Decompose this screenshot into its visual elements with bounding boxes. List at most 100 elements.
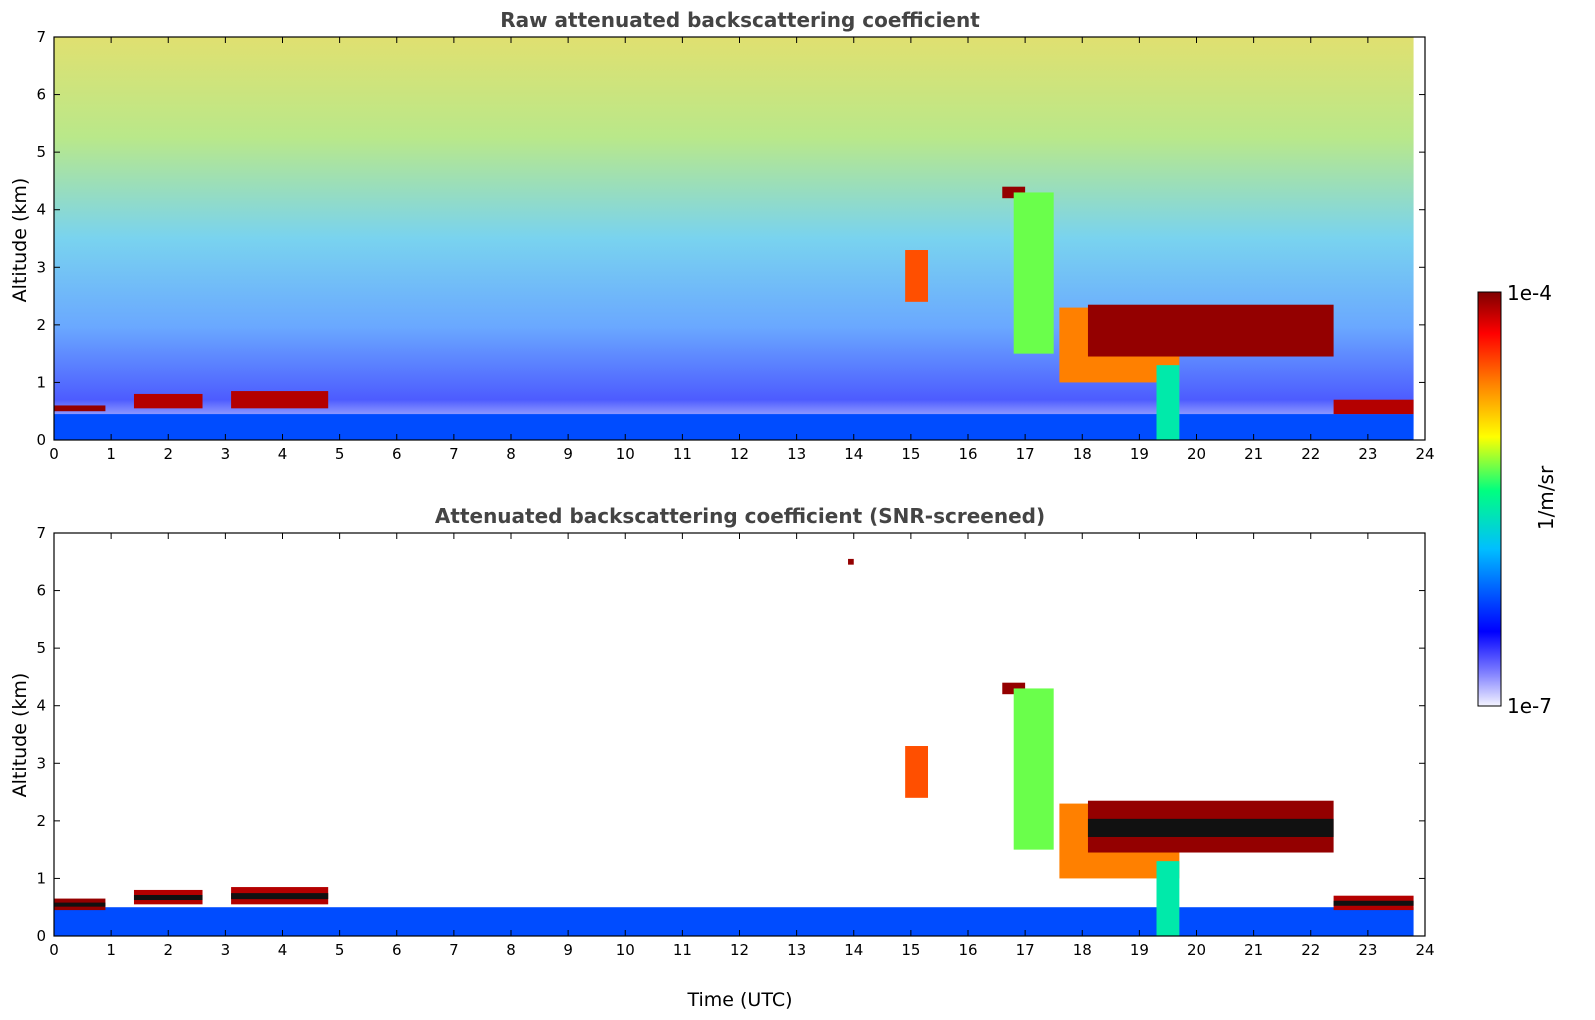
screened-ytick-label: 1 bbox=[36, 869, 46, 887]
raw-xtick-label: 18 bbox=[1073, 445, 1092, 463]
screened-feature-layer-core bbox=[231, 893, 329, 900]
screened-feature-layer-core bbox=[133, 894, 203, 901]
screened-xtick-label: 23 bbox=[1358, 941, 1377, 959]
raw-xtick-label: 15 bbox=[901, 445, 920, 463]
screened-feature-cloud bbox=[848, 558, 854, 565]
raw-feature-layer bbox=[231, 391, 329, 409]
raw-xtick-label: 23 bbox=[1358, 445, 1377, 463]
screened-feature-cloud bbox=[905, 746, 929, 798]
panel-raw: Raw attenuated backscattering coefficien… bbox=[9, 8, 1435, 463]
raw-xtick-label: 3 bbox=[221, 445, 231, 463]
panel-raw-axes: 0 1 2 3 4 5 6 7 8 9 10 11 12 13 14 15 16 17 18 19 20 21 22 23 24… bbox=[36, 28, 1434, 463]
raw-xtick-label: 11 bbox=[673, 445, 692, 463]
screened-feature-layer-core bbox=[1087, 818, 1334, 837]
colorbar-min-label: 1e-7 bbox=[1507, 694, 1552, 718]
panel-screened: Attenuated backscattering coefficient (S… bbox=[9, 504, 1435, 1011]
panel-screened-title: Attenuated backscattering coefficient (S… bbox=[435, 504, 1045, 528]
raw-xtick-label: 9 bbox=[563, 445, 573, 463]
screened-ytick-label: 6 bbox=[36, 582, 46, 600]
raw-xtick-label: 16 bbox=[958, 445, 977, 463]
screened-ytick-label: 0 bbox=[36, 927, 46, 945]
screened-xtick-label: 2 bbox=[163, 941, 173, 959]
colorbar-gradient bbox=[1477, 291, 1502, 707]
raw-xtick-label: 7 bbox=[449, 445, 459, 463]
screened-xtick-label: 5 bbox=[335, 941, 345, 959]
panel-screened-plot-area bbox=[54, 558, 1414, 936]
screened-xtick-label: 14 bbox=[844, 941, 863, 959]
colorbar-max-label: 1e-4 bbox=[1507, 281, 1552, 305]
panel-raw-title: Raw attenuated backscattering coefficien… bbox=[500, 8, 980, 32]
raw-xtick-label: 4 bbox=[278, 445, 288, 463]
raw-feature-surface_layer bbox=[54, 414, 1414, 440]
raw-feature-layer bbox=[133, 393, 203, 409]
screened-ytick-label: 3 bbox=[36, 754, 46, 772]
screened-axes-frame bbox=[53, 532, 1426, 937]
screened-xtick-label: 10 bbox=[616, 941, 635, 959]
colorbar-unit-label: 1/m/sr bbox=[1534, 465, 1558, 530]
panel-raw-plot-area bbox=[54, 37, 1414, 440]
screened-xtick-label: 12 bbox=[730, 941, 749, 959]
screened-xtick-label: 6 bbox=[392, 941, 402, 959]
raw-feature-precip bbox=[1156, 365, 1180, 440]
raw-xtick-label: 13 bbox=[787, 445, 806, 463]
raw-xtick-label: 21 bbox=[1244, 445, 1263, 463]
screened-feature-surface_layer bbox=[54, 907, 1414, 936]
screened-xtick-label: 18 bbox=[1073, 941, 1092, 959]
panel-screened-xlabel: Time (UTC) bbox=[686, 989, 792, 1011]
raw-ytick-label: 5 bbox=[36, 143, 46, 161]
raw-ytick-label: 3 bbox=[36, 258, 46, 276]
screened-ytick-label: 7 bbox=[36, 524, 46, 542]
raw-xtick-label: 22 bbox=[1301, 445, 1320, 463]
screened-feature-layer-core bbox=[1333, 900, 1414, 906]
raw-xtick-label: 19 bbox=[1130, 445, 1149, 463]
screened-xtick-label: 17 bbox=[1016, 941, 1035, 959]
raw-xtick-label: 1 bbox=[106, 445, 116, 463]
raw-xtick-label: 17 bbox=[1016, 445, 1035, 463]
screened-xtick-label: 9 bbox=[563, 941, 573, 959]
raw-xtick-label: 2 bbox=[163, 445, 173, 463]
screened-ytick-label: 4 bbox=[36, 697, 46, 715]
raw-xtick-label: 0 bbox=[49, 445, 59, 463]
raw-xtick-label: 5 bbox=[335, 445, 345, 463]
raw-background-noise bbox=[54, 37, 1414, 440]
raw-xtick-label: 24 bbox=[1415, 445, 1434, 463]
raw-xtick-label: 10 bbox=[616, 445, 635, 463]
colorbar: 1e-4 1e-7 1/m/sr bbox=[1477, 281, 1558, 718]
raw-ytick-label: 1 bbox=[36, 373, 46, 391]
raw-feature-layer bbox=[54, 405, 106, 412]
raw-feature-cloud bbox=[1013, 192, 1054, 354]
raw-ytick-label: 2 bbox=[36, 316, 46, 334]
screened-ytick-label: 2 bbox=[36, 812, 46, 830]
raw-feature-cloud bbox=[905, 250, 929, 302]
screened-xtick-label: 4 bbox=[278, 941, 288, 959]
raw-xtick-label: 12 bbox=[730, 445, 749, 463]
raw-xtick-label: 14 bbox=[844, 445, 863, 463]
raw-ytick-label: 7 bbox=[36, 28, 46, 46]
raw-ytick-label: 0 bbox=[36, 431, 46, 449]
screened-xtick-label: 19 bbox=[1130, 941, 1149, 959]
screened-xtick-label: 3 bbox=[221, 941, 231, 959]
screened-ytick-label: 5 bbox=[36, 639, 46, 657]
screened-xtick-label: 15 bbox=[901, 941, 920, 959]
raw-xtick-label: 8 bbox=[506, 445, 516, 463]
screened-xtick-label: 20 bbox=[1187, 941, 1206, 959]
screened-feature-precip bbox=[1156, 861, 1180, 936]
screened-xtick-label: 24 bbox=[1415, 941, 1434, 959]
screened-xtick-label: 1 bbox=[106, 941, 116, 959]
screened-xtick-label: 8 bbox=[506, 941, 516, 959]
raw-feature-layer bbox=[1087, 304, 1334, 357]
screened-xtick-label: 22 bbox=[1301, 941, 1320, 959]
screened-xtick-label: 11 bbox=[673, 941, 692, 959]
panel-raw-ylabel: Altitude (km) bbox=[9, 178, 31, 303]
screened-feature-layer-core bbox=[54, 902, 106, 907]
screened-feature-cloud bbox=[1013, 688, 1054, 850]
raw-xtick-label: 20 bbox=[1187, 445, 1206, 463]
screened-xtick-label: 16 bbox=[958, 941, 977, 959]
panel-screened-axes: 0 1 2 3 4 5 6 7 8 9 10 11 12 13 14 15 16 17 18 19 20 21 22 23 24… bbox=[36, 524, 1434, 959]
raw-ytick-label: 6 bbox=[36, 86, 46, 104]
screened-xtick-label: 0 bbox=[49, 941, 59, 959]
raw-xtick-label: 6 bbox=[392, 445, 402, 463]
raw-ytick-label: 4 bbox=[36, 201, 46, 219]
raw-feature-layer bbox=[1333, 399, 1414, 415]
